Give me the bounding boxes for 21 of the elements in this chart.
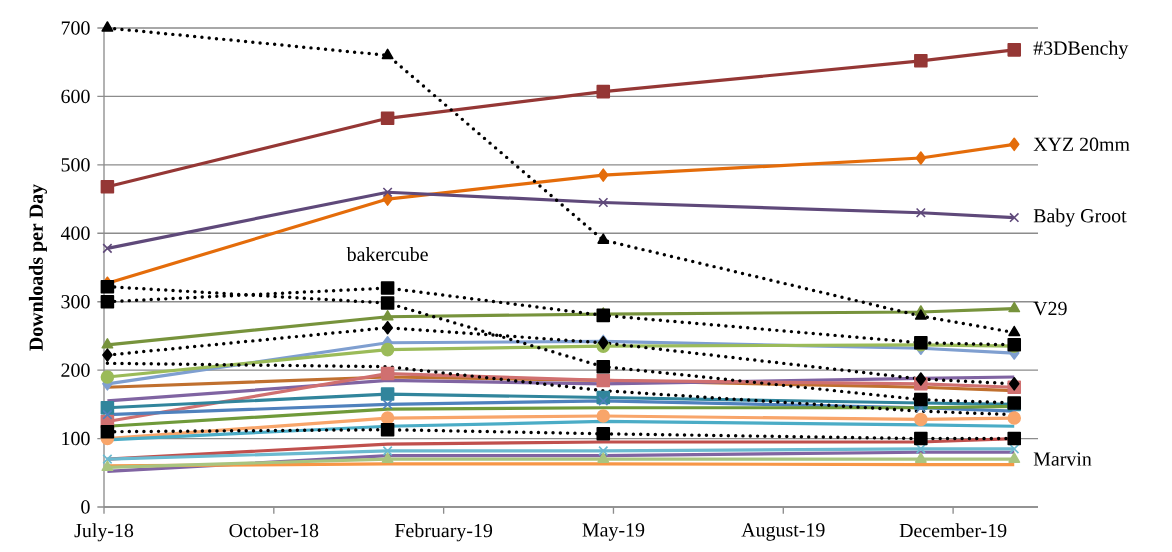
series-label: V29 <box>1033 301 1067 316</box>
y-tick-label: 300 <box>61 294 90 309</box>
x-tick-label: February-19 <box>394 523 493 542</box>
annotation: bakercube <box>346 247 428 262</box>
y-tick-label: 0 <box>81 500 90 514</box>
x-tick-label: October-18 <box>229 523 319 538</box>
y-tick-label: 600 <box>61 89 90 104</box>
y-tick-label: 400 <box>60 226 90 240</box>
x-tick-label: December-19 <box>899 523 1007 538</box>
series-label: Marvin <box>1033 452 1092 466</box>
y-tick-label: 100 <box>62 431 90 446</box>
series-label: XYZ 20mm <box>1033 137 1130 152</box>
series-label: Baby Groot <box>1033 208 1127 227</box>
y-tick-label: 500 <box>61 158 90 172</box>
y-axis-title: Downloads per Day <box>28 184 47 351</box>
y-tick-label: 200 <box>61 363 90 377</box>
x-tick-label: May-19 <box>582 523 645 541</box>
x-tick-label: August-19 <box>741 523 825 541</box>
x-tick-label: July-18 <box>74 523 134 542</box>
series-label: #3DBenchy <box>1033 40 1129 59</box>
y-tick-label: 700 <box>61 21 90 35</box>
